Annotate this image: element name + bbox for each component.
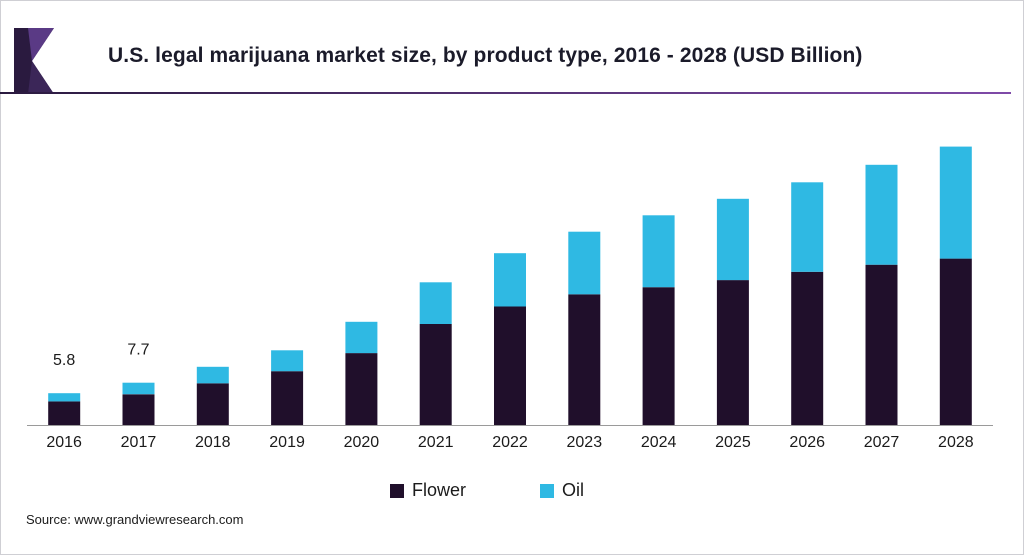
legend-label-oil: Oil xyxy=(562,480,584,500)
legend-swatch-oil xyxy=(540,483,554,498)
x-tick-label-2022: 2022 xyxy=(492,434,528,451)
bar-oil-2022 xyxy=(494,253,526,307)
bar-flower-2022 xyxy=(494,306,526,425)
bar-flower-2026 xyxy=(791,271,824,425)
bar-flower-2021 xyxy=(419,324,452,425)
x-tick-label-2024: 2024 xyxy=(641,434,677,451)
bar-oil-2023 xyxy=(568,231,601,295)
bar-flower-2019 xyxy=(271,371,304,425)
bar-chart: 2016 2017 2018 2019 2020 2021 2022 2023 2024 2025… xyxy=(27,146,993,451)
x-tick-label-2023: 2023 xyxy=(567,434,603,451)
data-label-2017: 7.7 xyxy=(127,342,149,359)
bar-flower-2017 xyxy=(122,394,155,425)
x-tick-label-2021: 2021 xyxy=(418,434,454,451)
x-tick-label-2018: 2018 xyxy=(195,434,231,451)
chart-title: U.S. legal marijuana market size, by pro… xyxy=(108,44,863,67)
title-divider xyxy=(0,92,1011,94)
x-tick-label-2019: 2019 xyxy=(269,434,305,451)
bar-oil-2027 xyxy=(865,164,898,265)
source-note: Source: www.grandviewresearch.com xyxy=(26,512,244,527)
bar-flower-2027 xyxy=(865,264,898,425)
x-tick-label-2016: 2016 xyxy=(46,434,82,451)
chart-legend: Flower Oil xyxy=(0,480,1024,504)
brand-logo-icon xyxy=(14,28,54,94)
bar-flower-2018 xyxy=(196,383,229,425)
bar-oil-2021 xyxy=(419,282,452,324)
legend-label-flower: Flower xyxy=(412,480,467,500)
bar-oil-2019 xyxy=(271,350,304,372)
bar-oil-2026 xyxy=(791,182,824,272)
bar-flower-2016 xyxy=(48,401,81,425)
legend-swatch-flower xyxy=(390,483,404,498)
bar-flower-2024 xyxy=(642,287,675,425)
bar-oil-2018 xyxy=(196,366,229,384)
bar-oil-2024 xyxy=(642,215,675,288)
bar-oil-2016 xyxy=(48,393,81,402)
bar-flower-2020 xyxy=(345,353,378,425)
chart-header: U.S. legal marijuana market size, by pro… xyxy=(14,28,1011,94)
bar-oil-2025 xyxy=(716,198,749,281)
legend-item-oil: Oil xyxy=(540,480,584,501)
x-tick-label-2025: 2025 xyxy=(715,434,751,451)
bar-oil-2017 xyxy=(122,382,155,395)
x-tick-label-2026: 2026 xyxy=(789,434,825,451)
x-tick-label-2027: 2027 xyxy=(864,434,900,451)
bar-oil-2028 xyxy=(939,146,972,259)
bar-flower-2025 xyxy=(716,280,749,425)
bar-flower-2023 xyxy=(568,294,601,425)
bar-flower-2028 xyxy=(939,258,972,425)
data-label-2016: 5.8 xyxy=(53,352,75,369)
x-tick-label-2020: 2020 xyxy=(344,434,380,451)
x-tick-label-2017: 2017 xyxy=(121,434,157,451)
x-tick-label-2028: 2028 xyxy=(938,434,974,451)
bar-oil-2020 xyxy=(345,321,378,354)
legend-item-flower: Flower xyxy=(390,480,466,501)
